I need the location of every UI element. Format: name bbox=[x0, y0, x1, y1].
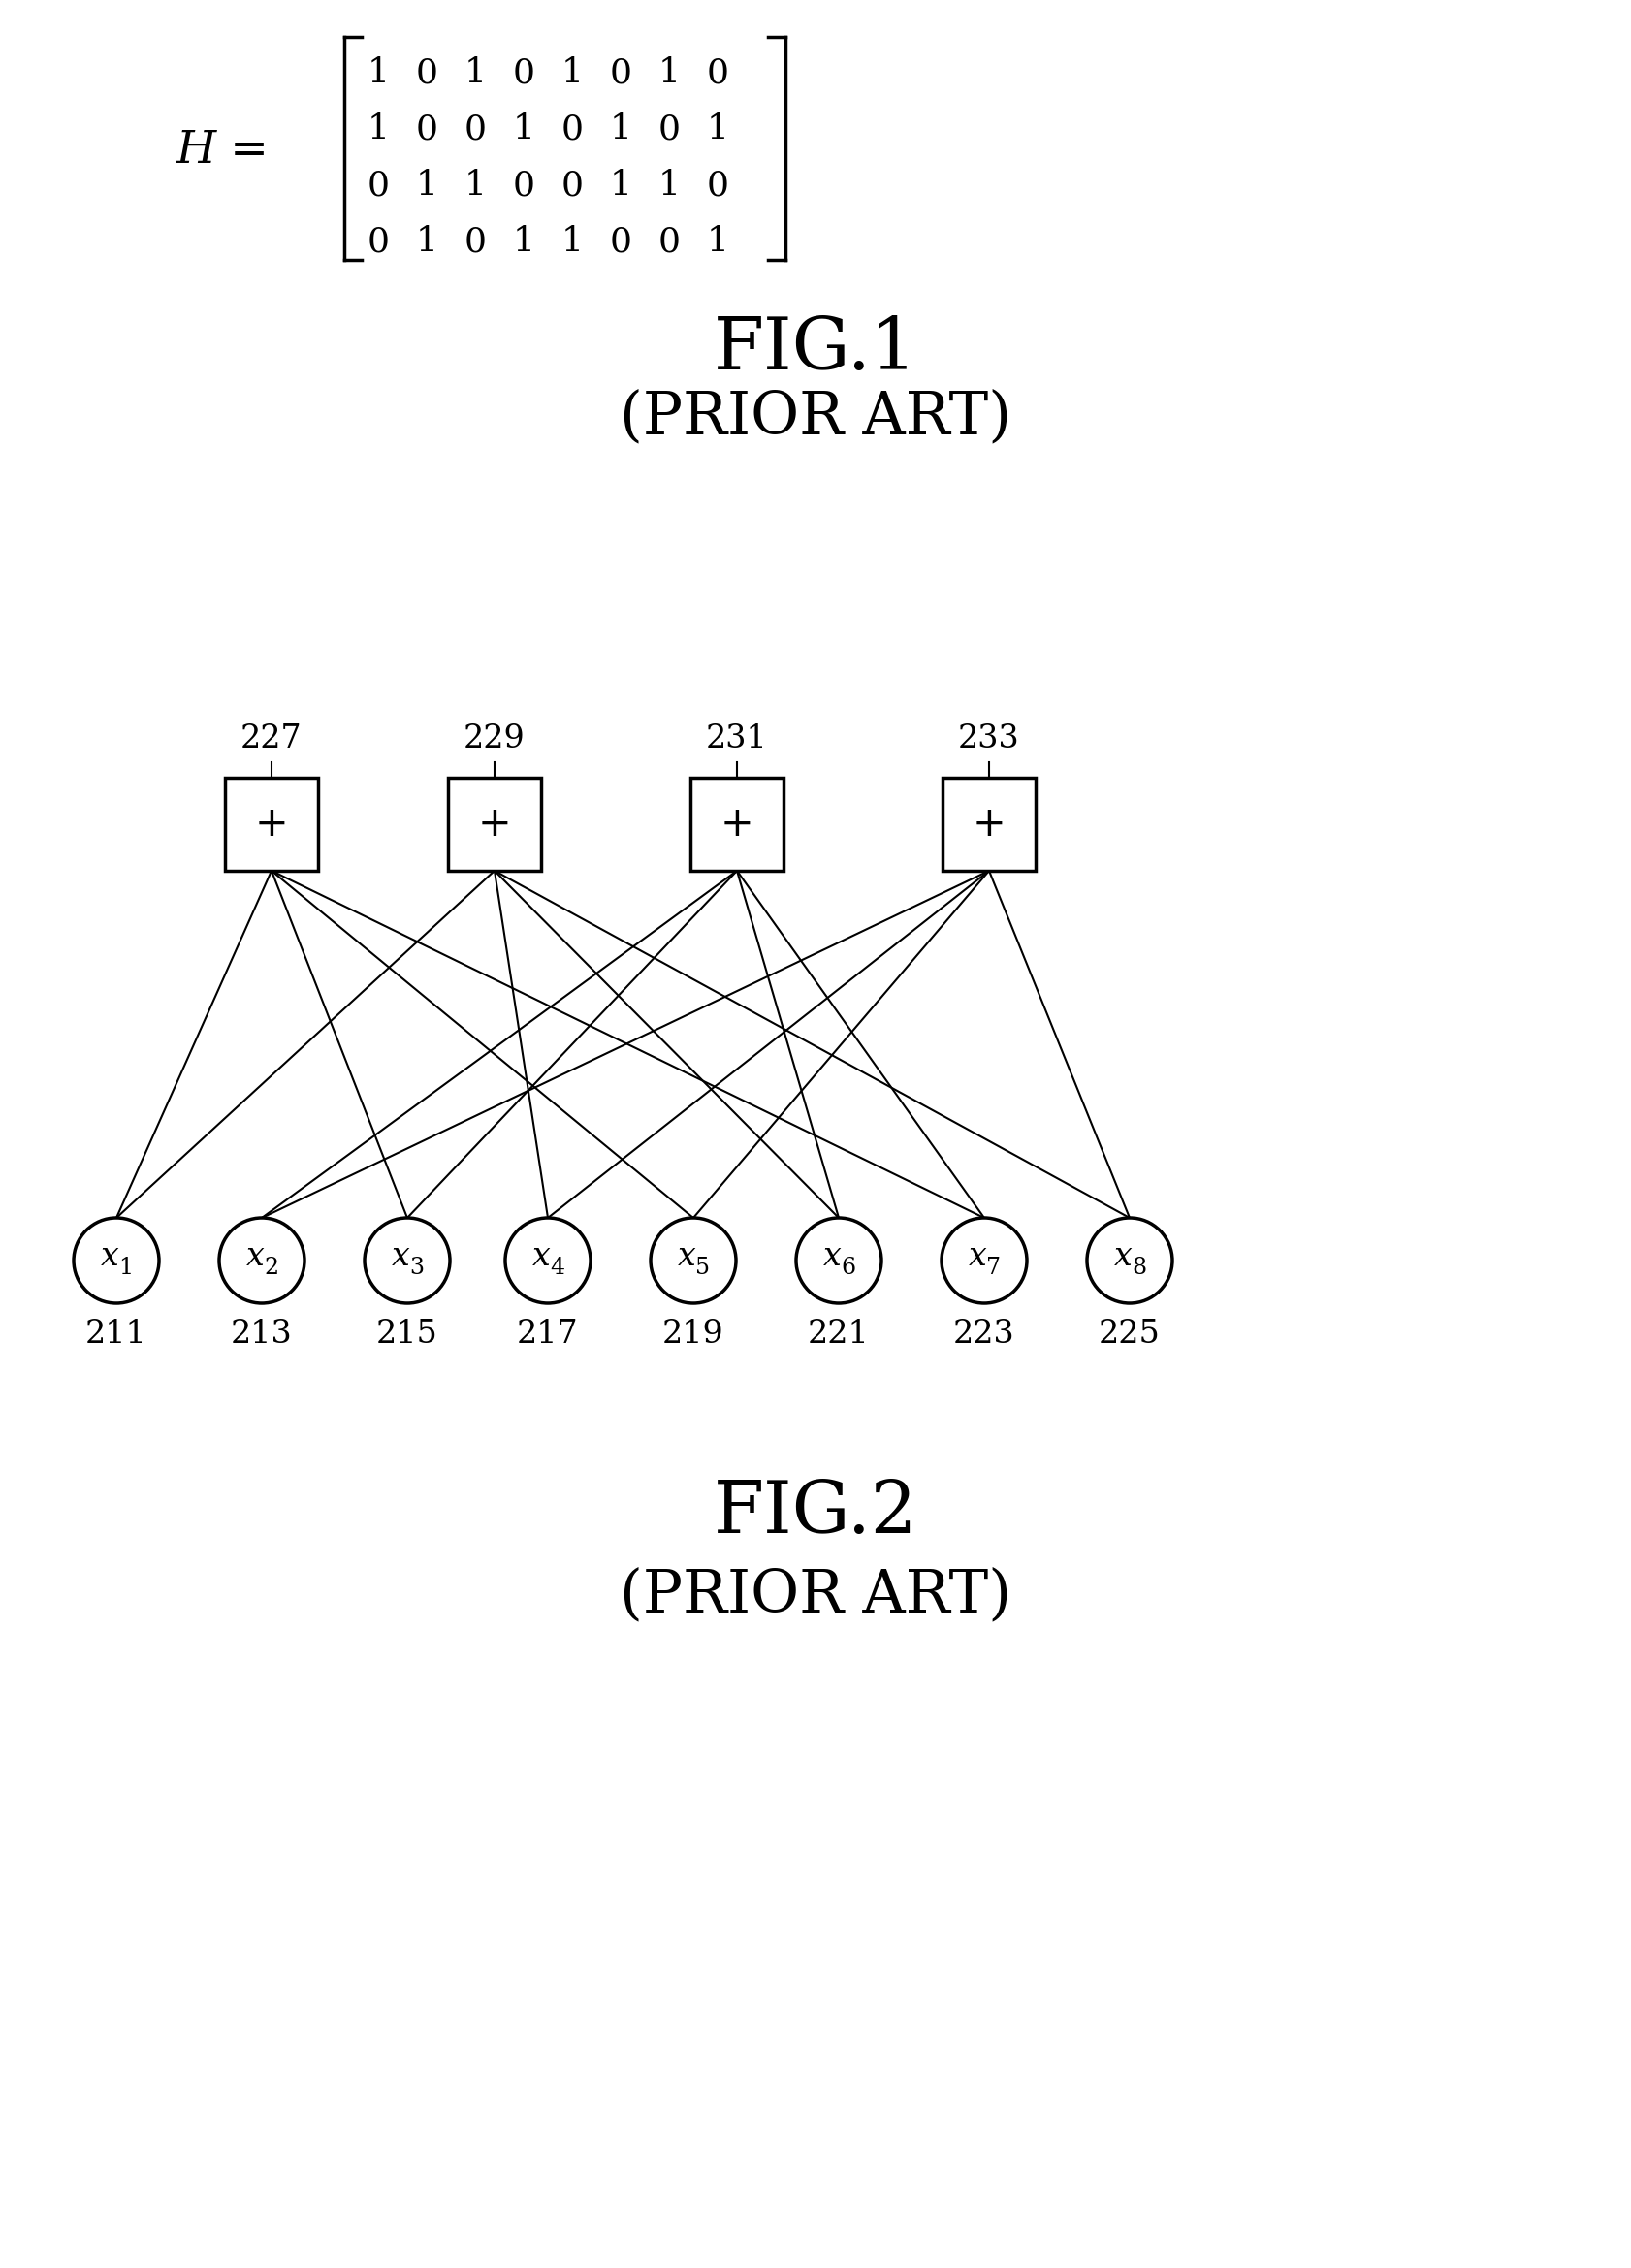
Text: 7: 7 bbox=[987, 1256, 1001, 1279]
Text: 0: 0 bbox=[463, 225, 486, 259]
Text: 0: 0 bbox=[561, 168, 584, 202]
Text: x: x bbox=[246, 1241, 264, 1272]
Text: 0: 0 bbox=[610, 57, 631, 88]
Text: 1: 1 bbox=[657, 57, 680, 88]
FancyBboxPatch shape bbox=[690, 778, 783, 871]
Text: 4: 4 bbox=[550, 1256, 564, 1279]
Text: 223: 223 bbox=[953, 1318, 1014, 1349]
Circle shape bbox=[365, 1218, 450, 1304]
Text: 225: 225 bbox=[1099, 1318, 1161, 1349]
Text: 0: 0 bbox=[561, 113, 584, 145]
Text: 0: 0 bbox=[657, 225, 680, 259]
FancyBboxPatch shape bbox=[449, 778, 541, 871]
Text: 231: 231 bbox=[706, 723, 768, 755]
Text: 221: 221 bbox=[807, 1318, 869, 1349]
Circle shape bbox=[219, 1218, 305, 1304]
Text: 1: 1 bbox=[561, 57, 584, 88]
Text: 0: 0 bbox=[367, 225, 390, 259]
Text: FIG.1: FIG.1 bbox=[713, 313, 918, 386]
Text: 227: 227 bbox=[241, 723, 302, 755]
Text: 0: 0 bbox=[706, 168, 729, 202]
Text: 1: 1 bbox=[512, 225, 535, 259]
Text: 211: 211 bbox=[85, 1318, 147, 1349]
Text: 5: 5 bbox=[696, 1256, 709, 1279]
Text: 1: 1 bbox=[367, 113, 390, 145]
Text: x: x bbox=[391, 1241, 409, 1272]
Text: 6: 6 bbox=[842, 1256, 856, 1279]
Text: +: + bbox=[972, 803, 1006, 844]
Text: 0: 0 bbox=[367, 168, 390, 202]
Text: 0: 0 bbox=[416, 57, 437, 88]
Text: 8: 8 bbox=[1132, 1256, 1147, 1279]
Circle shape bbox=[506, 1218, 590, 1304]
Text: 1: 1 bbox=[416, 225, 437, 259]
Text: 215: 215 bbox=[377, 1318, 439, 1349]
Text: 1: 1 bbox=[706, 113, 729, 145]
Text: 0: 0 bbox=[416, 113, 437, 145]
Text: 1: 1 bbox=[706, 225, 729, 259]
Text: 213: 213 bbox=[232, 1318, 292, 1349]
Text: 0: 0 bbox=[610, 225, 631, 259]
Text: +: + bbox=[721, 803, 754, 844]
Text: 0: 0 bbox=[512, 168, 535, 202]
Text: 0: 0 bbox=[463, 113, 486, 145]
Text: H =: H = bbox=[176, 129, 269, 172]
Text: x: x bbox=[969, 1241, 987, 1272]
Text: 1: 1 bbox=[416, 168, 437, 202]
Text: +: + bbox=[254, 803, 289, 844]
Text: FIG.2: FIG.2 bbox=[713, 1476, 918, 1549]
Text: x: x bbox=[677, 1241, 696, 1272]
Text: 219: 219 bbox=[662, 1318, 724, 1349]
Circle shape bbox=[796, 1218, 881, 1304]
Circle shape bbox=[941, 1218, 1028, 1304]
Text: 1: 1 bbox=[610, 168, 631, 202]
Text: 0: 0 bbox=[706, 57, 729, 88]
Text: 1: 1 bbox=[119, 1256, 134, 1279]
Text: x: x bbox=[101, 1241, 119, 1272]
Circle shape bbox=[73, 1218, 160, 1304]
Text: 0: 0 bbox=[657, 113, 680, 145]
Text: +: + bbox=[478, 803, 512, 844]
Text: 233: 233 bbox=[957, 723, 1019, 755]
Circle shape bbox=[651, 1218, 736, 1304]
Text: 2: 2 bbox=[264, 1256, 279, 1279]
Circle shape bbox=[1086, 1218, 1173, 1304]
Text: 1: 1 bbox=[367, 57, 390, 88]
Text: 217: 217 bbox=[517, 1318, 579, 1349]
Text: 1: 1 bbox=[463, 57, 486, 88]
FancyBboxPatch shape bbox=[225, 778, 318, 871]
Text: x: x bbox=[822, 1241, 842, 1272]
Text: 1: 1 bbox=[610, 113, 631, 145]
Text: 1: 1 bbox=[657, 168, 680, 202]
Text: 0: 0 bbox=[512, 57, 535, 88]
Text: 1: 1 bbox=[463, 168, 486, 202]
Text: 1: 1 bbox=[561, 225, 584, 259]
Text: (PRIOR ART): (PRIOR ART) bbox=[620, 388, 1011, 447]
Text: x: x bbox=[532, 1241, 550, 1272]
Text: (PRIOR ART): (PRIOR ART) bbox=[620, 1565, 1011, 1624]
Text: 229: 229 bbox=[463, 723, 525, 755]
Text: 3: 3 bbox=[409, 1256, 424, 1279]
Text: 1: 1 bbox=[512, 113, 535, 145]
FancyBboxPatch shape bbox=[943, 778, 1036, 871]
Text: x: x bbox=[1114, 1241, 1132, 1272]
